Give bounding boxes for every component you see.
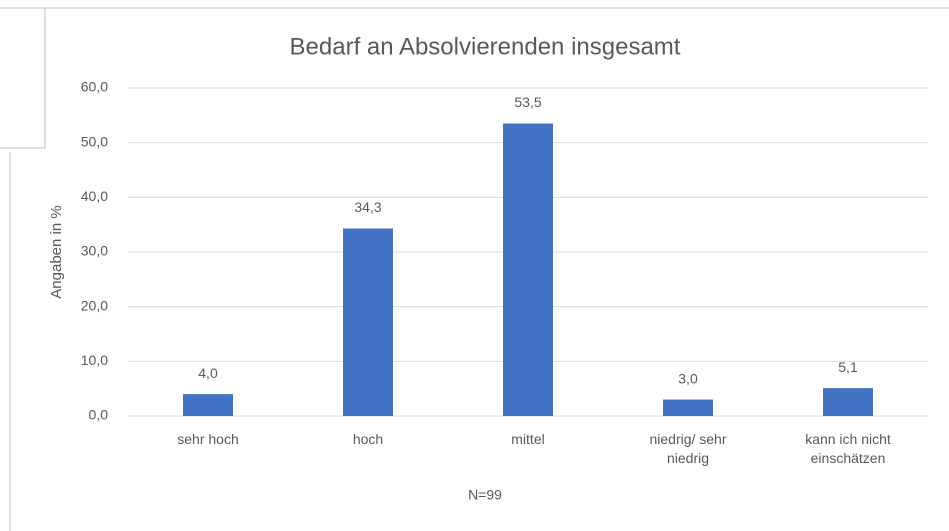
chart-title: Bedarf an Absolvierenden insgesamt [290, 33, 681, 60]
bar [503, 123, 553, 417]
y-axis-label: Angaben in % [48, 205, 65, 298]
y-tick-label: 0,0 [89, 407, 109, 423]
data-label: 53,5 [514, 94, 541, 110]
y-tick-label: 10,0 [81, 352, 108, 368]
bar [663, 399, 713, 416]
y-tick-label: 30,0 [81, 243, 108, 259]
x-tick-label: niedrig/ sehr niedrig [649, 431, 727, 466]
y-tick-label: 50,0 [81, 133, 108, 149]
data-label: 3,0 [678, 370, 698, 386]
bar [823, 388, 873, 416]
x-tick-label: hoch [352, 431, 384, 447]
bar [343, 228, 393, 416]
bar [183, 394, 233, 416]
x-tick-label: sehr hoch [177, 431, 239, 447]
x-tick-label: mittel [511, 431, 545, 447]
data-label: 4,0 [198, 365, 218, 381]
note: N=99 [468, 487, 502, 503]
y-tick-label: 60,0 [81, 79, 108, 95]
y-tick-label: 40,0 [81, 188, 108, 204]
data-label: 5,1 [838, 359, 858, 375]
x-tick-label: kann ich nicht einschätzen [805, 431, 891, 466]
data-label: 34,3 [354, 199, 381, 215]
y-tick-label: 20,0 [81, 297, 108, 313]
